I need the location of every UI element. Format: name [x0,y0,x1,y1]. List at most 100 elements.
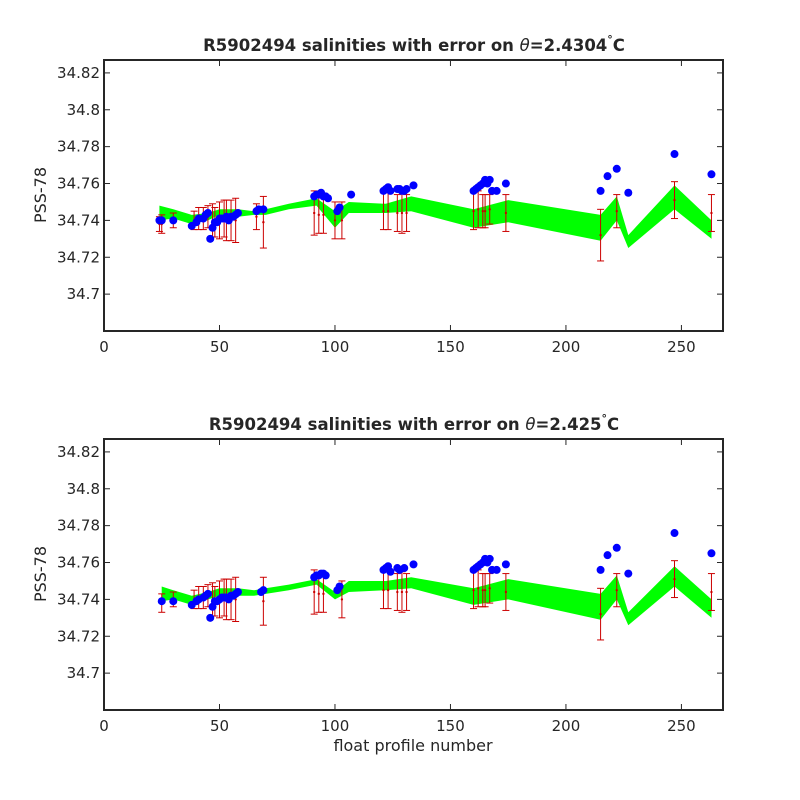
top-title-theta: θ [520,36,530,55]
top-tick-layer: 0 50 100 150 200 250 34.7 34.72 34.74 34.76 34.78 3… [57,60,723,356]
top-errorbar [232,197,240,244]
bottom-salinity-point [670,529,679,538]
top-errorbar [259,195,267,249]
top-salinity-point [596,186,605,195]
top-salinity-point [169,216,178,225]
top-errorbar [502,194,510,232]
bottom-salinity-point [707,549,716,558]
bottom-title-main: R5902494 salinities with error on [209,415,526,434]
top-salinity-point [624,188,633,197]
bottom-errorbar [613,573,621,608]
bottom-x-tick-label: 200 [552,717,581,735]
bottom-chart-title: R5902494 salinities with error on θ=2.42… [209,412,619,434]
bottom-salinity-point [233,588,242,597]
bottom-y-tick-label: 34.78 [57,517,100,535]
bottom-x-tick-label: 250 [667,717,696,735]
top-salinity-point [670,150,679,159]
bottom-y-tick-label: 34.82 [57,443,100,461]
bottom-salinity-point [409,560,418,569]
bottom-salinity-point [169,597,178,606]
bottom-salinity-point [386,567,395,576]
bottom-errorbar [486,573,494,604]
bottom-salinity-point [203,589,212,598]
bottom-title-theta: θ [525,415,535,434]
top-y-tick-label: 34.72 [57,248,100,266]
bottom-salinity-point [501,560,510,569]
top-errorbar [393,194,401,232]
x-axis-label: float profile number [333,736,493,755]
top-salinity-point [206,234,215,243]
top-y-axis-label: PSS-78 [31,167,50,223]
bottom-errorbar [502,573,510,611]
bottom-y-tick-label: 34.74 [57,590,100,608]
bottom-title-unit: C [607,415,619,434]
bottom-range-band [161,566,712,626]
top-title-value: =2.4304 [530,36,608,55]
top-subplot: 0 50 100 150 200 250 34.7 34.72 34.74 34.76 34.78 3… [31,33,724,356]
top-y-tick-label: 34.82 [57,64,100,82]
top-y-tick-label: 34.76 [57,175,100,193]
bottom-y-tick-label: 34.7 [67,664,100,682]
bottom-salinity-point [321,571,330,580]
top-title-unit: C [613,36,625,55]
top-salinity-point [157,216,166,225]
top-y-tick-label: 34.8 [67,101,100,119]
top-x-tick-label: 200 [552,338,581,356]
top-x-tick-label: 150 [436,338,465,356]
bottom-salinity-point [485,554,494,563]
top-salinity-point [492,186,501,195]
top-salinity-point [409,181,418,190]
bottom-salinity-point [157,597,166,606]
bottom-x-tick-label: 100 [321,717,350,735]
bottom-title-value: =2.425 [536,415,602,434]
bottom-errorbar [259,576,267,626]
top-x-tick-label: 100 [321,338,350,356]
top-salinity-point [324,194,333,203]
top-x-tick-label: 250 [667,338,696,356]
bottom-salinity-point [335,582,344,591]
bottom-salinity-point [603,551,612,560]
top-errorbar [670,181,678,220]
top-salinity-point [402,185,411,194]
top-salinity-point [233,209,242,218]
bottom-x-tick-label: 150 [436,717,465,735]
top-salinity-point [203,209,212,218]
top-x-tick-label: 50 [210,338,229,356]
bottom-errorbar [403,573,411,611]
bottom-tick-layer: 0 50 100 150 200 250 34.7 34.72 34.74 34.76 34.78 3… [57,439,723,735]
bottom-errorbar [670,560,678,599]
bottom-y-tick-label: 34.72 [57,627,100,645]
top-salinity-point [603,172,612,181]
bottom-salinity-point [624,569,633,578]
bottom-plot-area [104,439,723,710]
top-errorbar [486,194,494,225]
bottom-y-tick-label: 34.76 [57,554,100,572]
top-salinity-point [501,179,510,188]
top-plot-area [104,60,723,331]
top-salinity-point [707,170,716,179]
top-chart-title: R5902494 salinities with error on θ=2.43… [203,33,625,55]
bottom-title-degree: ° [602,412,608,425]
bottom-salinity-point [596,565,605,574]
bottom-range-band-layer [161,566,712,626]
top-range-band-layer [159,185,712,248]
bottom-y-axis-label: PSS-78 [31,546,50,602]
top-salinity-point [612,164,621,173]
bottom-x-tick-label: 50 [210,717,229,735]
bottom-salinity-point [612,543,621,552]
top-salinity-point [335,203,344,212]
top-axes-frame [103,59,724,332]
top-salinity-point [485,175,494,184]
bottom-errorbar [393,573,401,611]
top-y-tick-label: 34.74 [57,211,100,229]
top-errorbar [597,208,605,262]
bottom-salinity-point [206,613,215,622]
bottom-subplot: 0 50 100 150 200 250 34.7 34.72 34.74 34.76 34.78 3… [31,412,724,755]
top-title-main: R5902494 salinities with error on [203,36,520,55]
bottom-axes-frame [103,438,724,711]
top-salinity-point [347,190,356,199]
top-errorbar [707,194,715,232]
bottom-salinity-point [400,564,409,573]
bottom-salinity-point [259,586,268,595]
